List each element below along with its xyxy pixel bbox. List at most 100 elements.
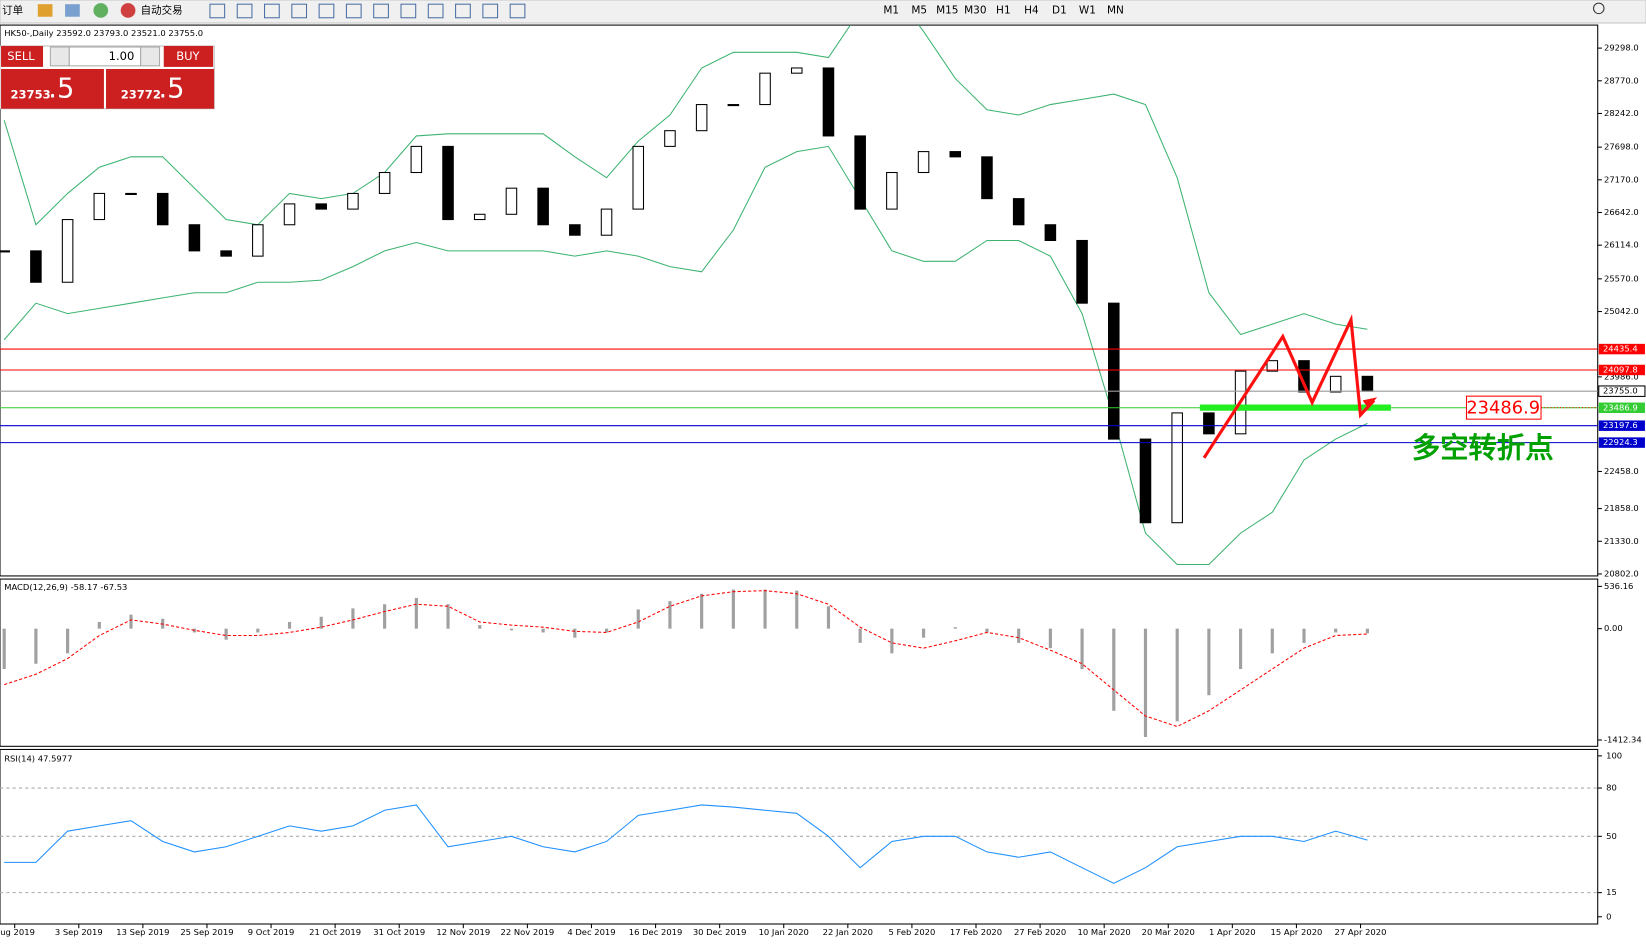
macd-bar xyxy=(541,628,545,633)
pane-header: MACD(12,26,9) -58.17 -67.53 xyxy=(4,582,127,592)
y-tick-label: 21330.0 xyxy=(1604,536,1639,546)
x-tick-label: 10 Jan 2020 xyxy=(759,927,809,937)
level-tag xyxy=(1598,364,1645,376)
icon[interactable] xyxy=(93,3,109,18)
x-tick-label: 4 Dec 2019 xyxy=(567,927,615,937)
timeframe-button[interactable]: H1 xyxy=(996,4,1011,16)
candle xyxy=(1203,412,1215,435)
macd-bar xyxy=(1302,628,1306,643)
sell-fraction[interactable]: .5 xyxy=(48,73,74,104)
icon[interactable] xyxy=(37,4,53,17)
buy-price-box[interactable] xyxy=(106,68,215,109)
tool-icon[interactable] xyxy=(509,3,526,19)
x-tick-label: 27 Feb 2020 xyxy=(1014,927,1066,937)
orders-button[interactable]: 订单 xyxy=(2,4,23,16)
zigzag xyxy=(1202,314,1376,459)
candle xyxy=(1361,375,1374,392)
x-tick-label: 20 Mar 2020 xyxy=(1142,927,1195,937)
tool-icon[interactable] xyxy=(455,3,471,19)
arrow-head xyxy=(1362,397,1378,408)
sell-price-box[interactable] xyxy=(1,68,104,109)
macd-bar xyxy=(1112,628,1116,711)
buy-price[interactable]: 23772 xyxy=(121,88,161,102)
timeframe-button[interactable]: M30 xyxy=(964,4,986,16)
timeframe-button[interactable]: M15 xyxy=(936,4,958,16)
x-tick-label: 1 Apr 2020 xyxy=(1209,927,1256,937)
search-icon[interactable] xyxy=(1592,2,1605,15)
y-tick-label: 100 xyxy=(1606,750,1622,760)
lot-up[interactable] xyxy=(140,46,161,67)
y-tick-label: 29298.0 xyxy=(1604,43,1639,53)
candle xyxy=(473,213,486,221)
x-tick-label: 21 Oct 2019 xyxy=(309,927,361,937)
macd-bar xyxy=(953,627,957,629)
timeframe-button[interactable]: W1 xyxy=(1079,4,1096,16)
timeframe-button[interactable]: D1 xyxy=(1052,4,1067,16)
tool-icon[interactable] xyxy=(345,3,362,19)
macd-bar xyxy=(287,621,292,629)
y-tick-label: 28242.0 xyxy=(1604,108,1639,118)
x-tick-label: 25 Sep 2019 xyxy=(180,927,233,937)
bollinger-band xyxy=(3,25,1368,336)
timeframe-button[interactable]: H4 xyxy=(1024,4,1039,16)
x-tick-label: 9 Oct 2019 xyxy=(248,927,295,937)
macd-bar xyxy=(668,601,672,629)
timeframe-button[interactable]: MN xyxy=(1107,4,1124,16)
macd-bar xyxy=(1334,628,1338,633)
macd-bar xyxy=(319,616,323,629)
buy-fraction[interactable]: .5 xyxy=(159,73,185,104)
level-tag xyxy=(1598,420,1645,431)
candle xyxy=(93,192,106,221)
candle xyxy=(1171,412,1183,524)
icon[interactable] xyxy=(120,3,136,18)
tool-icon[interactable] xyxy=(427,3,444,19)
buy-label[interactable]: BUY xyxy=(176,49,200,63)
lot-down[interactable] xyxy=(49,46,70,67)
candle xyxy=(1329,375,1342,393)
tool-icon[interactable] xyxy=(318,3,335,19)
candle xyxy=(600,208,613,236)
candle xyxy=(854,135,866,210)
lot-value[interactable]: 1.00 xyxy=(109,49,135,63)
macd-bar xyxy=(636,609,640,629)
macd-bar xyxy=(97,621,101,629)
y-tick-label: -1412.34 xyxy=(1604,735,1642,745)
tool-icon[interactable] xyxy=(264,3,280,19)
sell-button[interactable] xyxy=(1,45,44,67)
icon[interactable] xyxy=(65,4,80,17)
y-tick-label: 22458.0 xyxy=(1604,466,1639,476)
rsi-line xyxy=(4,804,1368,884)
macd-bar xyxy=(921,628,926,638)
macd-bar xyxy=(731,589,735,629)
x-tick-label: 31 Oct 2019 xyxy=(373,927,425,937)
sell-label[interactable]: SELL xyxy=(7,49,35,63)
tool-icon[interactable] xyxy=(373,3,389,19)
timeframe-button[interactable]: M1 xyxy=(883,4,899,16)
candle xyxy=(981,156,993,200)
tool-icon[interactable] xyxy=(291,3,308,19)
x-tick-label: 16 Dec 2019 xyxy=(629,927,683,937)
macd-bar xyxy=(1365,628,1369,634)
macd-bar xyxy=(700,593,704,629)
x-tick-label: 22 Jan 2020 xyxy=(823,927,873,937)
tool-icon[interactable] xyxy=(482,3,499,19)
candle xyxy=(1076,239,1088,304)
sell-price[interactable]: 23753 xyxy=(10,88,50,102)
y-tick-label: 28770.0 xyxy=(1604,75,1639,85)
signal-line xyxy=(4,590,1368,728)
turning-point-note: 多空转折点 xyxy=(1412,431,1554,464)
candle xyxy=(949,151,962,158)
candle xyxy=(790,67,803,74)
macd-bar xyxy=(383,604,387,629)
tool-icon[interactable] xyxy=(209,3,226,19)
timeframe-button[interactable]: M5 xyxy=(911,4,927,16)
tool-icon[interactable] xyxy=(400,3,417,19)
tool-icon[interactable] xyxy=(236,3,253,19)
macd-bar xyxy=(1017,628,1021,643)
candle xyxy=(664,130,676,147)
x-tick-label: 27 Apr 2020 xyxy=(1335,927,1387,937)
buy-button[interactable] xyxy=(163,45,214,67)
auto-trading-button[interactable]: 自动交易 xyxy=(141,3,183,16)
